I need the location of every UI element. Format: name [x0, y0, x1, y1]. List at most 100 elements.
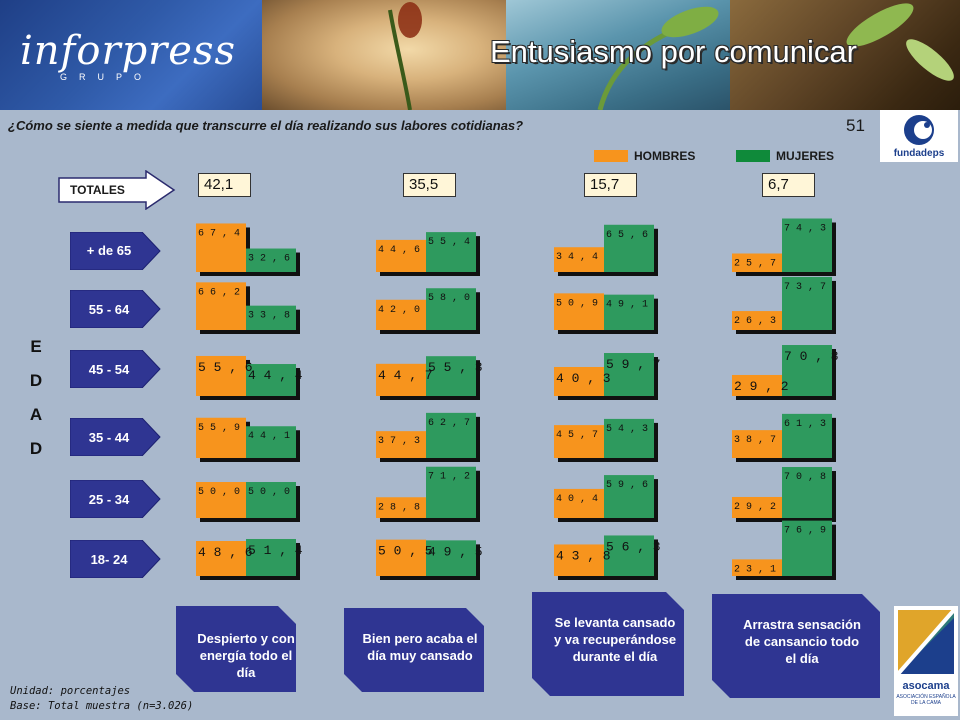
bar-hombres: [376, 239, 426, 272]
age-arrow-shape: [70, 540, 161, 578]
data-label-hombres: 5 0 , 0: [198, 487, 240, 498]
age-label: 25 - 34: [88, 492, 130, 507]
bar-mujeres: [782, 467, 832, 518]
data-label-hombres: 3 7 , 3: [378, 436, 420, 447]
data-label-mujeres: 5 5 , 4: [428, 237, 470, 248]
data-label-mujeres: 7 1 , 2: [428, 472, 470, 483]
edad-vertical-label: E D A D: [26, 330, 46, 466]
page-title: Entusiasmo por comunicar: [490, 34, 857, 69]
age-arrow-shape: [70, 418, 161, 456]
data-label-mujeres: 5 5 , 3: [428, 360, 483, 375]
bar-mujeres: [426, 356, 476, 396]
inforpress-logo: inforpress: [20, 28, 237, 74]
totales-label: TOTALES: [70, 183, 125, 197]
data-label-hombres: 6 6 , 2: [198, 287, 240, 298]
legend-label-hombres: HOMBRES: [634, 149, 696, 163]
data-label-hombres: 4 3 , 8: [556, 548, 611, 563]
bar-mujeres: [604, 353, 654, 396]
total-value: 42,1: [198, 173, 251, 197]
bar-hombres: [554, 293, 604, 330]
data-label-mujeres: 5 9 , 7: [606, 357, 661, 372]
data-label-mujeres: 4 4 , 4: [248, 368, 303, 383]
caption-despierto: Despierto y con energía todo el día: [197, 631, 295, 680]
data-label-mujeres: 5 0 , 0: [248, 487, 290, 498]
bar-mujeres: [426, 232, 476, 272]
bar-mujeres: [782, 218, 832, 272]
caption-se-levanta: Se levanta cansado y va recuperándose du…: [553, 615, 677, 664]
data-label-mujeres: 5 8 , 0: [428, 293, 470, 304]
data-label-mujeres: 4 9 , 1: [606, 300, 648, 311]
caption-bien-pero: Bien pero acaba el día muy cansado: [362, 631, 478, 663]
data-label-hombres: 2 3 , 1: [734, 564, 776, 575]
data-label-hombres: 2 9 , 2: [734, 502, 776, 513]
legend-swatch-mujeres: [736, 150, 770, 162]
caption-box-shape: [176, 606, 296, 692]
data-label-mujeres: 7 0 , 8: [784, 349, 839, 364]
bar-mujeres: [426, 412, 476, 458]
bar-hombres: [196, 482, 246, 518]
bar-mujeres: [604, 418, 654, 458]
bar-hombres: [732, 430, 782, 458]
bar-mujeres: [782, 520, 832, 576]
bar-mujeres: [604, 475, 654, 518]
header-banner: inforpress GRUPO Entusiasmo por comunica…: [0, 0, 960, 110]
bar-mujeres: [246, 426, 296, 458]
bar-hombres: [554, 544, 604, 576]
data-label-hombres: 2 6 , 3: [734, 316, 776, 327]
bar-mujeres: [782, 413, 832, 458]
age-label: + de 65: [86, 243, 132, 258]
age-label: 45 - 54: [88, 362, 130, 377]
header-plant-decoration: [388, 2, 954, 110]
data-label-mujeres: 4 9 , 5: [428, 544, 483, 559]
bar-mujeres: [782, 276, 832, 330]
bar-hombres: [732, 496, 782, 518]
bar-hombres: [732, 374, 782, 396]
bar-hombres: [196, 355, 246, 396]
total-value: 15,7: [584, 173, 637, 197]
data-label-mujeres: 5 1 , 4: [248, 543, 303, 558]
bar-hombres: [732, 559, 782, 576]
bar-mujeres: [782, 345, 832, 396]
edad-letter: E: [30, 337, 42, 356]
age-arrow-shape: [70, 232, 161, 270]
caption-box-shape: [344, 608, 484, 692]
bar-hombres: [376, 363, 426, 396]
data-label-hombres: 2 8 , 8: [378, 502, 420, 513]
bar-hombres: [554, 366, 604, 396]
bar-hombres: [196, 282, 246, 330]
edad-letter: A: [29, 405, 43, 424]
bar-hombres: [376, 539, 426, 576]
edad-letter: D: [29, 371, 43, 390]
header-photo-seed: [262, 0, 506, 110]
bar-hombres: [376, 299, 426, 330]
data-label-hombres: 5 5 , 6: [198, 360, 253, 375]
data-label-hombres: 3 8 , 7: [734, 435, 776, 446]
bar-mujeres: [246, 248, 296, 272]
data-label-mujeres: 6 1 , 3: [784, 419, 826, 430]
data-label-mujeres: 7 0 , 8: [784, 472, 826, 483]
bar-hombres: [554, 247, 604, 272]
bar-hombres: [554, 425, 604, 458]
bar-mujeres: [604, 224, 654, 272]
bar-hombres: [376, 431, 426, 458]
age-label: 55 - 64: [88, 302, 130, 317]
caption-box-shape: [712, 594, 880, 698]
data-label-hombres: 4 5 , 7: [556, 430, 598, 441]
data-label-mujeres: 5 4 , 3: [606, 424, 648, 435]
bar-hombres: [732, 253, 782, 272]
bar-hombres: [376, 497, 426, 518]
bar-mujeres: [246, 305, 296, 330]
legend-label-mujeres: MUJERES: [776, 149, 835, 163]
survey-question: ¿Cómo se siente a medida que transcurre …: [8, 118, 524, 133]
bar-mujeres: [246, 538, 296, 576]
bar-mujeres: [604, 294, 654, 330]
age-arrow-shape: [70, 480, 161, 518]
data-label-hombres: 4 0 , 4: [556, 494, 598, 505]
bar-hombres: [196, 541, 246, 576]
total-value: 6,7: [762, 173, 815, 197]
bar-mujeres: [426, 540, 476, 576]
age-arrow-shape: [70, 350, 161, 388]
data-label-hombres: 5 5 , 9: [198, 423, 240, 434]
data-label-mujeres: 7 6 , 9: [784, 526, 826, 537]
